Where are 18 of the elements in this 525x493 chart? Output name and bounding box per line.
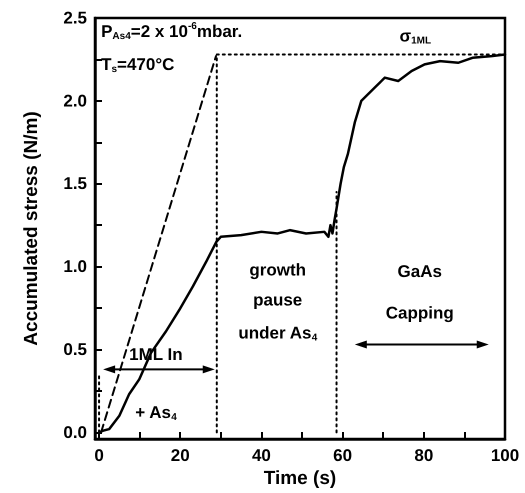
y-tick-label: 1.0 xyxy=(63,257,87,276)
annotation: Capping xyxy=(386,304,454,323)
y-tick-label: 0.0 xyxy=(63,422,87,442)
x-axis-title: Time (s) xyxy=(264,468,336,489)
y-tick-label: 0.5 xyxy=(63,340,87,359)
x-tick-label: 80 xyxy=(414,446,434,465)
annotation: GaAs xyxy=(398,262,442,282)
y-tick-label: 1.5 xyxy=(63,174,87,194)
x-tick-label: 20 xyxy=(170,446,190,465)
y-tick-label: 2.5 xyxy=(63,8,87,28)
y-axis-title: Accumulated stress (N/m) xyxy=(21,111,42,346)
x-tick-label: 100 xyxy=(490,446,520,465)
x-tick-label: 60 xyxy=(333,446,352,465)
annotation: pause xyxy=(253,290,302,310)
y-tick-label: 2.0 xyxy=(63,91,87,110)
x-tick-label: 40 xyxy=(252,446,271,465)
annotation: growth xyxy=(249,260,306,280)
x-tick-label: 0 xyxy=(94,446,104,465)
